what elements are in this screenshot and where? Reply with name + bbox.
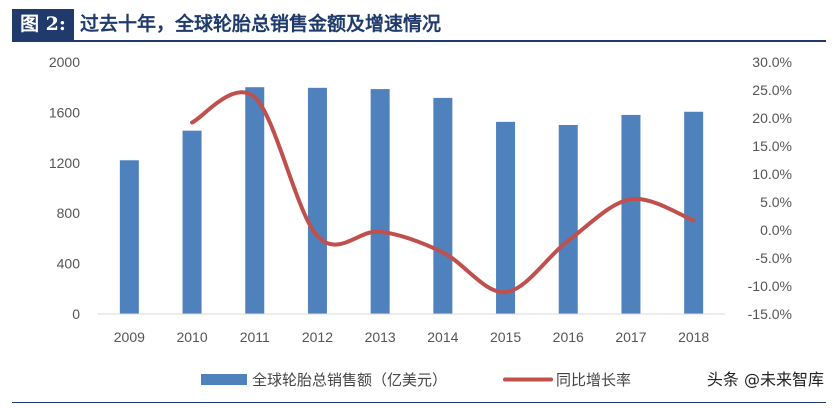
legend-bar-swatch bbox=[201, 374, 247, 385]
left-tick-label: 800 bbox=[57, 205, 81, 221]
bar-2014 bbox=[433, 97, 453, 314]
x-tick-label: 2012 bbox=[302, 329, 333, 345]
left-tick-label: 1200 bbox=[49, 155, 80, 171]
header-divider bbox=[12, 40, 826, 42]
right-tick-label: 15.0% bbox=[752, 138, 792, 154]
x-tick-label: 2018 bbox=[678, 329, 709, 345]
left-tick-label: 400 bbox=[57, 256, 81, 272]
footer-divider bbox=[12, 402, 826, 403]
left-axis-ticks: 0 400 800 1200 1600 2000 bbox=[49, 54, 80, 322]
right-tick-label: -5.0% bbox=[755, 250, 792, 266]
right-tick-label: -15.0% bbox=[748, 306, 792, 322]
left-tick-label: 2000 bbox=[49, 54, 80, 70]
right-tick-label: 20.0% bbox=[752, 110, 792, 126]
x-tick-label: 2015 bbox=[490, 329, 521, 345]
x-tick-label: 2011 bbox=[240, 329, 270, 345]
left-tick-label: 0 bbox=[72, 306, 80, 322]
x-tick-label: 2014 bbox=[427, 329, 458, 345]
x-tick-label: 2013 bbox=[365, 329, 396, 345]
right-tick-label: 10.0% bbox=[752, 166, 792, 182]
right-tick-label: 5.0% bbox=[760, 194, 792, 210]
bar-2016 bbox=[558, 125, 578, 314]
legend-bar-label: 全球轮胎总销售额（亿美元） bbox=[252, 371, 447, 389]
bar-series-group bbox=[98, 87, 725, 315]
right-tick-label: 25.0% bbox=[752, 82, 792, 98]
left-tick-label: 1600 bbox=[49, 104, 80, 120]
growth-rate-line bbox=[190, 90, 696, 295]
right-tick-label: -10.0% bbox=[748, 278, 792, 294]
x-tick-label: 2009 bbox=[114, 329, 145, 345]
bar-2017 bbox=[621, 114, 641, 314]
figure-tag: 图 2: bbox=[12, 9, 74, 40]
right-tick-label: 0.0% bbox=[760, 222, 792, 238]
x-axis-ticks: 2009 2010 2011 2012 2013 2014 2015 2016 2017 2018 bbox=[114, 329, 710, 345]
right-axis-ticks: -15.0% -10.0% -5.0% 0.0% 5.0% 10.0% 15.0% 20.0%… bbox=[748, 54, 792, 322]
x-tick-label: 2016 bbox=[553, 329, 584, 345]
bar-2012 bbox=[307, 87, 327, 314]
right-tick-label: 30.0% bbox=[752, 54, 792, 70]
bar-2018 bbox=[684, 111, 704, 315]
bar-2015 bbox=[496, 121, 516, 314]
bar-2013 bbox=[370, 89, 390, 314]
watermark: 头条 @未来智库 bbox=[706, 370, 824, 389]
bar-2010 bbox=[182, 130, 202, 314]
chart-legend: 全球轮胎总销售额（亿美元） 同比增长率 bbox=[201, 371, 631, 389]
figure-header: 图 2: 过去十年，全球轮胎总销售金额及增速情况 bbox=[12, 9, 824, 40]
line-series-group bbox=[190, 90, 696, 295]
chart-title: 过去十年，全球轮胎总销售金额及增速情况 bbox=[80, 13, 442, 35]
bar-2011 bbox=[245, 87, 265, 314]
legend-line-label: 同比增长率 bbox=[556, 371, 631, 389]
x-tick-label: 2010 bbox=[176, 329, 207, 345]
x-tick-label: 2017 bbox=[615, 329, 646, 345]
bar-2009 bbox=[119, 160, 139, 314]
